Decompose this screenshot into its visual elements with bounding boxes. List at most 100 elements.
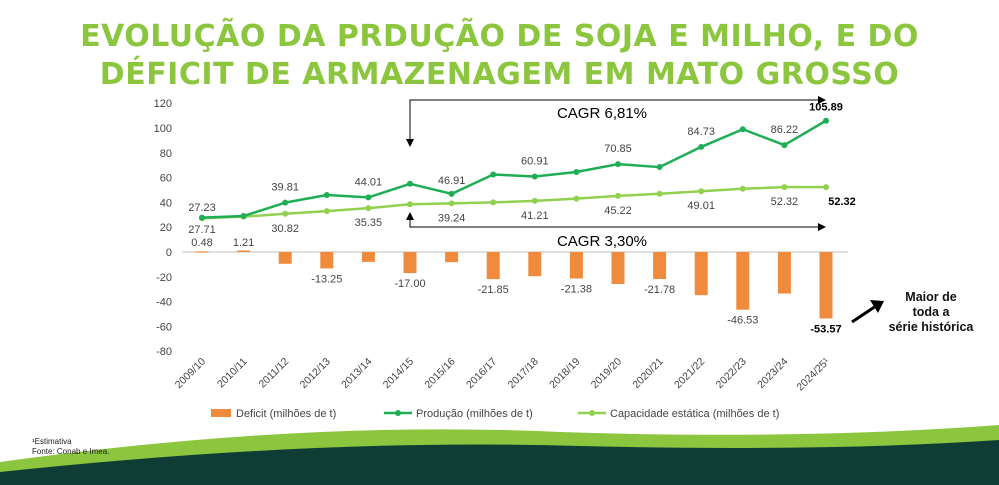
producao-point [739,126,746,133]
capacidade-point [365,205,372,212]
capacidade-point [490,199,497,206]
deficit-bar [736,252,750,310]
x-tick-label: 2024/25¹ [794,355,832,393]
x-tick-label: 2009/10 [173,356,208,391]
callout-arrow-shaft [851,304,877,324]
x-tick-label: 2015/16 [422,356,457,391]
deficit-bar [486,252,500,280]
producao-data-label: 105.89 [809,102,843,114]
bottom-band-dark [0,440,999,485]
capacidade-point [615,192,621,199]
capacidade-point [531,197,538,204]
deficit-data-label: -13.25 [311,273,342,285]
capacidade-line [201,185,826,220]
y-tick-label: 20 [160,222,172,234]
producao-data-label: 70.85 [604,143,632,155]
x-tick-label: 2012/13 [298,356,333,391]
capacidade-data-label: 45.22 [604,205,632,217]
title-line-2: DÉFICIT DE ARMAZENAGEM EM MATO GROSSO [99,57,900,92]
x-tick-label: 2013/14 [339,356,374,391]
producao-point [323,191,330,198]
y-tick-label: 120 [154,98,172,110]
deficit-bar [819,252,833,319]
x-tick-label: 2014/15 [381,356,416,391]
deficit-data-label: -53.57 [810,323,841,335]
cagr-bottom-arrowhead-right [818,223,826,231]
x-tick-label: 2019/20 [589,356,624,391]
capacidade-point [823,184,829,191]
capacidade-data-label: 52.32 [771,196,799,208]
deficit-bar [528,252,542,277]
producao-data-label: 27.71 [188,224,216,236]
deficit-data-label: -17.00 [394,278,425,290]
legend-label-deficit: Deficit (milhões de t) [236,408,336,420]
producao-point [573,169,580,176]
capacidade-point [656,190,663,197]
deficit-bar [694,252,708,296]
x-tick-label: 2016/17 [464,356,499,391]
producao-point [240,213,247,220]
y-tick-label: 80 [160,148,172,160]
producao-point [698,143,705,150]
deficit-bar [611,252,625,284]
deficit-data-label: -21.78 [644,284,675,296]
deficit-bar [320,252,334,269]
deficit-bar [445,252,459,263]
producao-point [781,142,788,149]
footnote-source: Fonte: Conab e Imea. [32,447,110,456]
capacidade-point [698,188,705,195]
cagr-bottom-arrowhead-up [406,212,414,220]
deficit-data-label: -46.53 [727,315,758,327]
capacidade-point [407,201,413,208]
deficit-bar [653,252,667,280]
footnote-estimate: ¹Estimativa [32,437,72,446]
deficit-bar [777,252,791,294]
y-tick-label: 0 [166,247,172,259]
legend-marker-capacidade [589,410,595,416]
capacidade-data-label: 30.82 [271,223,299,235]
deficit-bar [403,252,417,274]
cagr-top-bracket [409,99,820,145]
producao-point [282,199,289,206]
y-tick-label: 40 [160,197,172,209]
x-tick-label: 2020/21 [630,356,665,391]
cagr-bottom-label: CAGR 3,30% [557,233,647,250]
producao-point [656,164,663,171]
deficit-bar [237,250,251,252]
x-tick-label: 2010/11 [215,356,250,391]
capacidade-data-label: 35.35 [355,217,383,229]
producao-data-label: 86.22 [771,124,799,136]
footnote: ¹Estimativa Fonte: Conab e Imea. [32,437,109,457]
capacidade-point [781,184,788,191]
deficit-data-label: 0.48 [191,237,212,249]
cagr-top-label: CAGR 6,81% [557,105,647,122]
y-tick-label: -80 [156,346,172,358]
y-tick-label: -60 [156,321,172,333]
chart-title: EVOLUÇÃO DA PRDUÇÃO DE SOJA E MILHO, E D… [0,18,999,94]
y-tick-label: -40 [156,297,172,309]
producao-point [365,194,372,201]
callout-arrow-head [870,300,884,313]
capacidade-point [573,195,580,202]
producao-point [531,173,538,180]
capacidade-data-label: 27.23 [188,202,216,214]
x-tick-label: 2023/24 [755,356,790,391]
callout-line-3: série histórica [888,320,974,334]
legend-swatch-deficit [211,409,231,417]
deficit-bar [569,252,583,279]
producao-data-label: 44.01 [355,176,383,188]
capacidade-data-label: 49.01 [687,200,715,212]
y-tick-label: -20 [156,272,172,284]
producao-point [407,180,413,187]
callout-line-2: toda a [912,305,950,319]
deficit-bar [195,251,209,253]
producao-data-label: 39.81 [271,182,299,194]
capacidade-point [448,200,455,207]
capacidade-point [323,208,330,215]
title-line-1: EVOLUÇÃO DA PRDUÇÃO DE SOJA E MILHO, E D… [80,19,919,54]
capacidade-point [282,210,289,217]
deficit-data-label: -21.85 [478,284,509,296]
capacidade-data-label: 39.24 [438,212,466,224]
legend-marker-producao [395,410,401,416]
